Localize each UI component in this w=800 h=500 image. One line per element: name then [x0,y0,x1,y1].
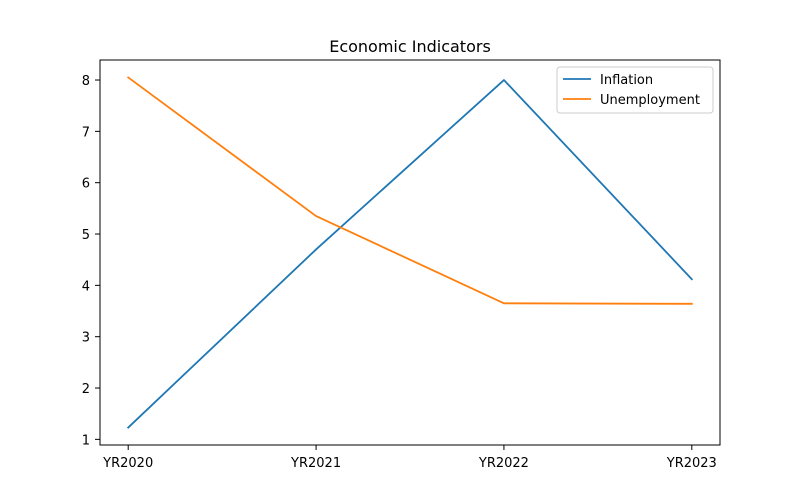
y-tick-label: 6 [82,177,90,192]
y-tick-label: 2 [82,382,90,397]
series-line-inflation [126,79,694,429]
x-tick-label: YR2022 [478,456,529,471]
axes-frame [99,59,721,446]
y-tick-label: 8 [82,74,90,89]
chart-title: Economic Indicators [329,37,491,56]
legend-label-unemployment: Unemployment [600,93,700,108]
legend-label-inflation: Inflation [600,73,653,88]
y-tick-label: 5 [82,228,90,243]
y-tick-label: 7 [82,125,90,140]
x-axis: YR2020 YR2021 YR2022 YR2023 [102,445,717,471]
y-tick-label: 3 [82,331,90,346]
y-tick-label: 1 [82,433,90,448]
plot-area: YR2020 YR2021 YR2022 YR2023 1 2 3 4 5 6 7 8 [82,59,721,471]
series-unemployment [126,76,693,305]
legend: Inflation Unemployment [556,66,714,114]
series-inflation [126,79,694,429]
y-axis: 1 2 3 4 5 6 7 8 [82,74,100,448]
x-tick-label: YR2021 [290,456,341,471]
series-line-unemployment [126,76,693,305]
x-tick-label: YR2023 [666,456,717,471]
legend-frame [556,66,714,114]
x-tick-label: YR2020 [102,456,153,471]
y-tick-label: 4 [82,279,90,294]
series-layer [126,76,694,429]
